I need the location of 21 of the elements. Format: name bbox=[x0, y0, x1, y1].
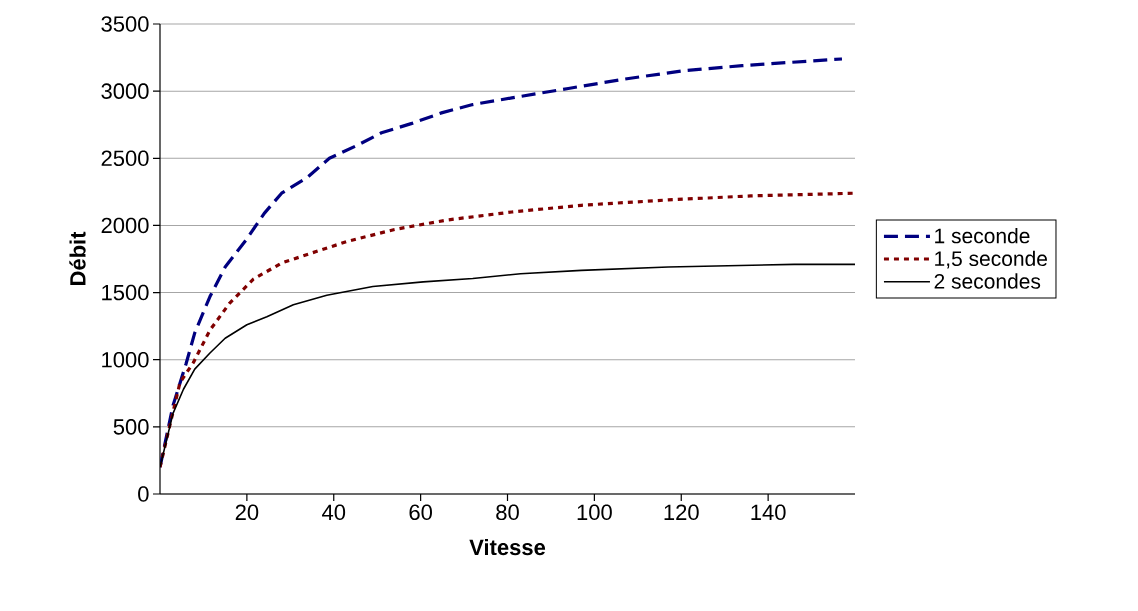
y-tick-label: 3000 bbox=[101, 83, 149, 99]
x-tick-label: 140 bbox=[751, 504, 786, 521]
x-tick-label: 60 bbox=[409, 504, 432, 521]
legend-label: 1 seconde bbox=[935, 227, 1030, 244]
x-tick-label: 80 bbox=[496, 504, 519, 521]
y-axis-title: Débit bbox=[69, 231, 86, 286]
y-tick-label: 3500 bbox=[101, 16, 149, 32]
legend-label: 1,5 seconde bbox=[935, 250, 1048, 269]
x-axis-title: Vitesse bbox=[469, 538, 546, 556]
y-tick-label: 1000 bbox=[102, 351, 149, 368]
x-tick-label: 100 bbox=[577, 504, 612, 521]
y-tick-label: 500 bbox=[113, 419, 149, 435]
x-tick-label: 20 bbox=[235, 504, 259, 521]
y-tick-label: 0 bbox=[138, 486, 149, 502]
y-tick-label: 2000 bbox=[101, 217, 149, 234]
x-tick-label: 40 bbox=[322, 504, 346, 521]
x-tick-label: 120 bbox=[664, 504, 699, 521]
y-tick-label: 2500 bbox=[101, 150, 149, 167]
y-tick-label: 1500 bbox=[102, 284, 149, 301]
legend-label: 2 secondes bbox=[934, 273, 1041, 289]
line-series bbox=[160, 191, 856, 469]
